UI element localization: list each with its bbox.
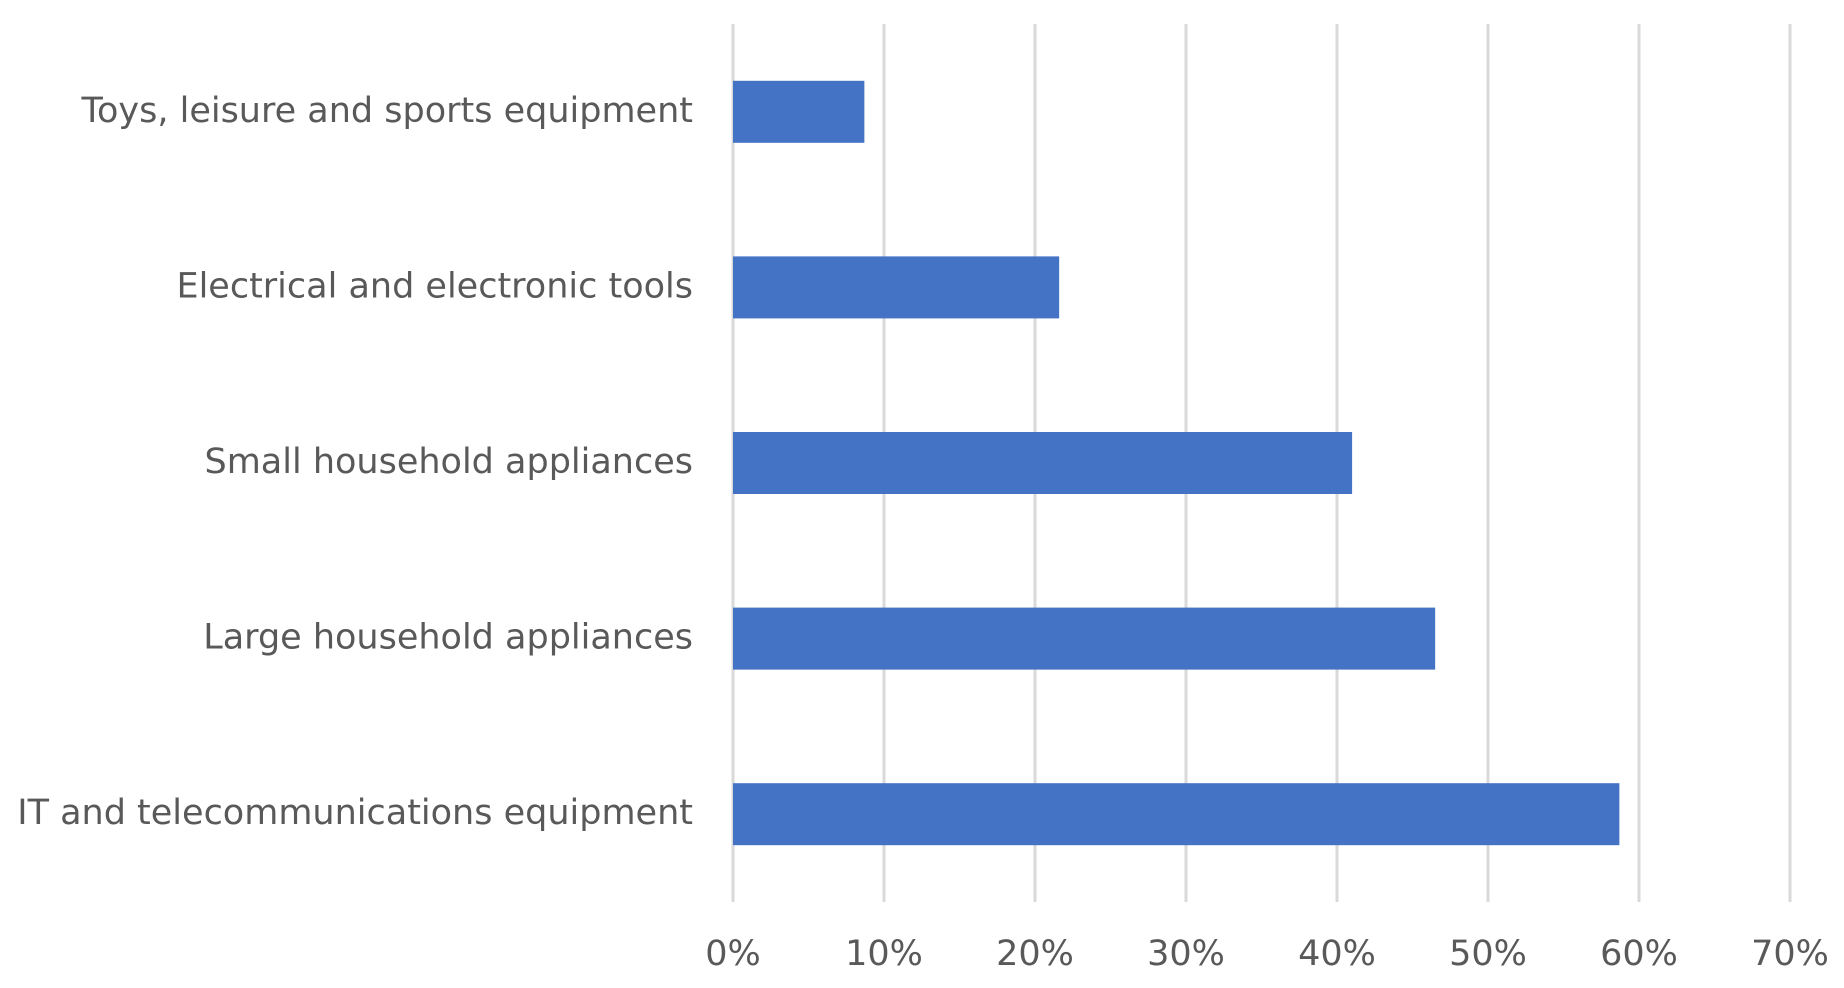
category-label: IT and telecommunications equipment bbox=[17, 793, 693, 833]
category-label: Large household appliances bbox=[203, 618, 693, 658]
x-tick-label: 0% bbox=[705, 934, 761, 974]
x-axis-tick-labels: 0% 10% 20% 30% 40% 50% 60% 70% bbox=[705, 934, 1829, 974]
x-tick-label: 10% bbox=[845, 934, 923, 974]
x-tick-label: 20% bbox=[996, 934, 1074, 974]
x-tick-label: 50% bbox=[1449, 934, 1527, 974]
category-label: Toys, leisure and sports equipment bbox=[81, 91, 693, 131]
x-tick-label: 40% bbox=[1298, 934, 1376, 974]
bar bbox=[733, 607, 1436, 670]
category-label: Small household appliances bbox=[204, 442, 693, 482]
bar bbox=[733, 783, 1620, 846]
x-tick-label: 70% bbox=[1751, 934, 1829, 974]
category-label: Electrical and electronic tools bbox=[176, 266, 693, 306]
bar bbox=[733, 432, 1353, 494]
x-tick-label: 60% bbox=[1600, 934, 1678, 974]
bars bbox=[733, 80, 1620, 846]
bar bbox=[733, 80, 865, 143]
category-labels: Toys, leisure and sports equipment Electr… bbox=[17, 91, 693, 833]
bar bbox=[733, 256, 1060, 319]
x-tick-label: 30% bbox=[1147, 934, 1225, 974]
